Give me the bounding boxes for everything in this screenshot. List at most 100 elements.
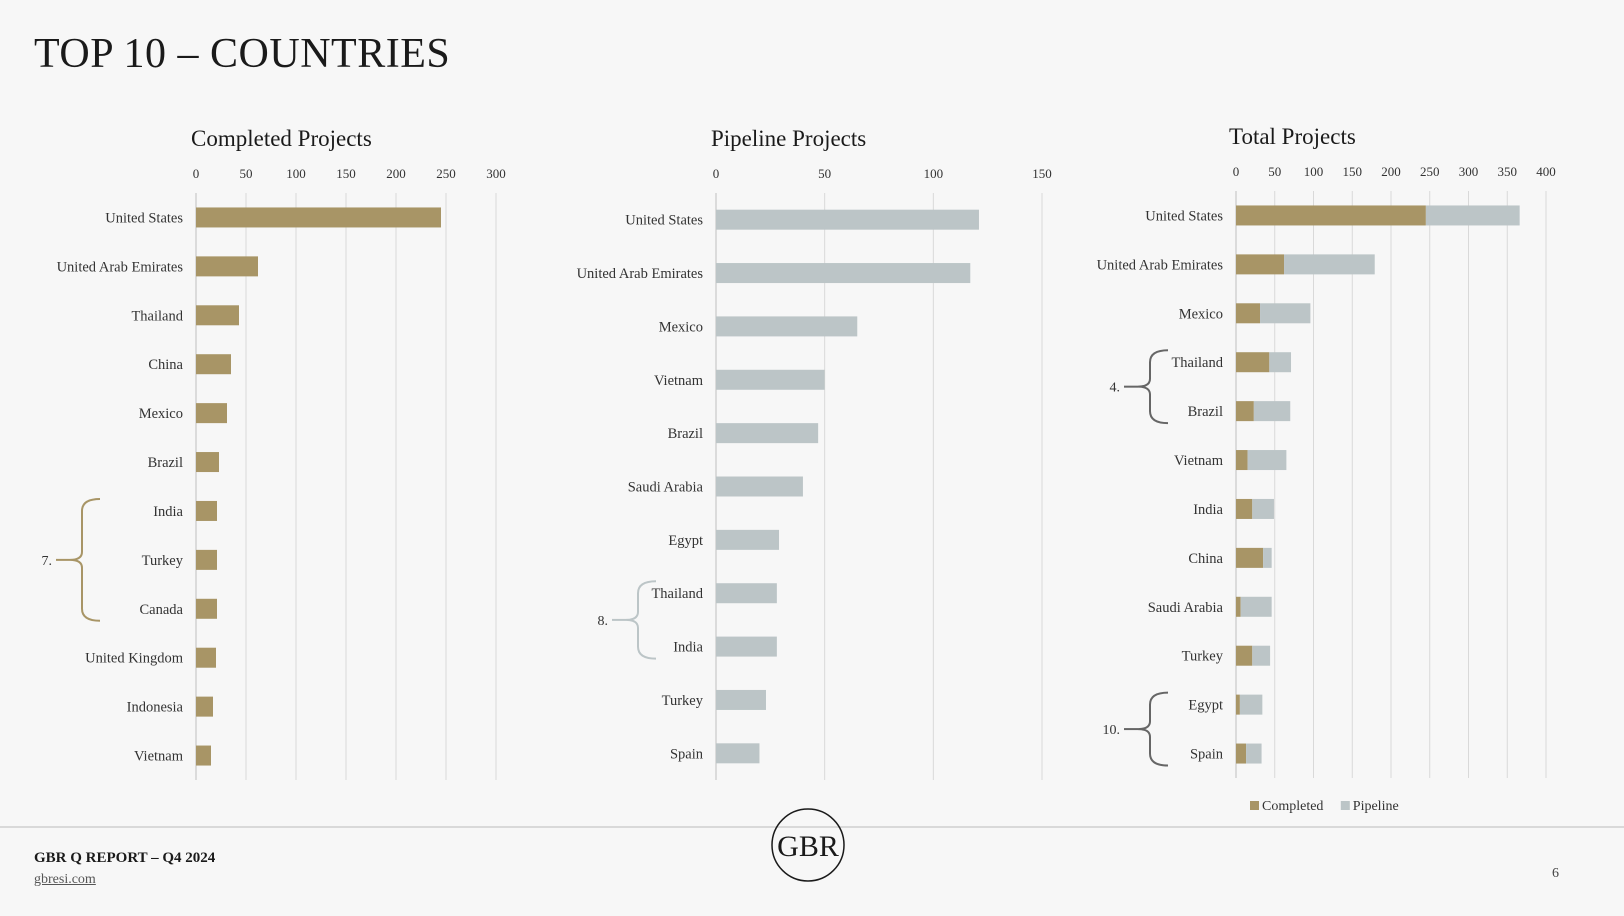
chart-title: Total Projects bbox=[1229, 124, 1356, 149]
bar-value bbox=[716, 316, 858, 337]
footer-divider bbox=[0, 826, 1624, 828]
category-label: United States bbox=[625, 213, 703, 229]
bar-value bbox=[196, 452, 219, 473]
bar-pipeline bbox=[1263, 547, 1272, 568]
category-label: Saudi Arabia bbox=[1148, 600, 1224, 616]
category-label: Thailand bbox=[131, 308, 183, 324]
bar-completed bbox=[1236, 596, 1241, 617]
x-tick-label: 250 bbox=[1420, 164, 1440, 179]
x-tick-label: 100 bbox=[924, 166, 944, 181]
bar-completed bbox=[1236, 254, 1285, 275]
bar-pipeline bbox=[1253, 401, 1291, 422]
category-label: India bbox=[1193, 502, 1223, 518]
gbr-logo: GBR bbox=[771, 808, 845, 882]
bar-value bbox=[716, 209, 979, 230]
category-label: China bbox=[1188, 551, 1223, 567]
bar-value bbox=[196, 305, 239, 326]
category-label: Mexico bbox=[1179, 306, 1223, 322]
group-bracket bbox=[1137, 691, 1169, 767]
category-label: Indonesia bbox=[127, 700, 184, 716]
category-label: United Arab Emirates bbox=[57, 259, 184, 275]
bar-completed bbox=[1236, 352, 1270, 373]
category-label: Thailand bbox=[1171, 355, 1223, 371]
bar-completed bbox=[1236, 498, 1253, 519]
category-label: Egypt bbox=[1188, 698, 1223, 714]
bar-pipeline bbox=[1247, 450, 1287, 471]
group-rank-label: 4. bbox=[1110, 381, 1121, 396]
logo-text: GBR bbox=[777, 830, 839, 863]
bar-completed bbox=[1236, 401, 1254, 422]
bar-value bbox=[196, 598, 217, 619]
bar-value bbox=[716, 263, 971, 284]
category-label: Egypt bbox=[668, 533, 703, 549]
bar-value bbox=[196, 403, 227, 424]
x-tick-label: 0 bbox=[713, 166, 720, 181]
page-title: TOP 10 – COUNTRIES bbox=[34, 31, 451, 77]
category-label: Brazil bbox=[148, 455, 183, 471]
charts-area: Completed Projects 0 50 100 150 200 250 300 Unit… bbox=[42, 124, 1556, 814]
legend-label: Pipeline bbox=[1353, 799, 1399, 814]
x-tick-label: 100 bbox=[1304, 164, 1324, 179]
bar-value bbox=[716, 423, 819, 444]
bar-pipeline bbox=[1246, 743, 1262, 764]
category-label: Turkey bbox=[142, 553, 184, 569]
bar-value bbox=[716, 636, 777, 657]
group-rank-label: 10. bbox=[1103, 723, 1121, 738]
group-rank-label: 8. bbox=[598, 614, 609, 629]
category-label: United Arab Emirates bbox=[577, 266, 704, 282]
bar-value bbox=[716, 743, 760, 764]
x-tick-label: 200 bbox=[386, 166, 406, 181]
bar-completed bbox=[1236, 450, 1248, 471]
bar-value bbox=[716, 583, 777, 604]
bar-value bbox=[196, 256, 258, 277]
legend-label: Completed bbox=[1262, 799, 1323, 814]
bar-pipeline bbox=[1240, 596, 1272, 617]
category-label: Vietnam bbox=[134, 749, 184, 765]
category-label: Brazil bbox=[1188, 404, 1223, 420]
x-tick-label: 250 bbox=[436, 166, 456, 181]
x-tick-label: 350 bbox=[1498, 164, 1518, 179]
legend-swatch bbox=[1340, 801, 1350, 810]
x-tick-label: 150 bbox=[1032, 166, 1052, 181]
legend-swatch bbox=[1250, 801, 1259, 810]
group-bracket bbox=[69, 497, 101, 622]
category-label: Vietnam bbox=[1174, 453, 1224, 469]
bar-completed bbox=[1236, 645, 1253, 666]
bar-value bbox=[196, 549, 217, 570]
x-tick-label: 150 bbox=[1343, 164, 1363, 179]
bar-value bbox=[716, 476, 803, 497]
category-label: United States bbox=[1145, 208, 1223, 224]
bar-value bbox=[716, 369, 825, 390]
x-tick-label: 300 bbox=[486, 166, 506, 181]
bar-pipeline bbox=[1239, 694, 1263, 715]
category-label: Saudi Arabia bbox=[628, 480, 704, 496]
category-label: India bbox=[673, 640, 703, 656]
bar-completed bbox=[1236, 205, 1426, 226]
category-label: United Kingdom bbox=[85, 651, 184, 667]
category-label: Brazil bbox=[668, 426, 703, 442]
category-label: Turkey bbox=[1182, 649, 1224, 665]
x-tick-label: 400 bbox=[1536, 164, 1556, 179]
bar-value bbox=[196, 696, 213, 717]
bar-value bbox=[196, 207, 441, 228]
footer-website-link[interactable]: gbresi.com bbox=[34, 872, 96, 887]
bar-completed bbox=[1236, 743, 1247, 764]
group-rank-label: 7. bbox=[42, 554, 53, 569]
category-label: Canada bbox=[140, 602, 184, 618]
bar-value bbox=[716, 529, 780, 550]
category-label: Spain bbox=[1190, 747, 1224, 763]
category-label: Mexico bbox=[659, 319, 703, 335]
category-label: Mexico bbox=[139, 406, 183, 422]
bar-completed bbox=[1236, 303, 1261, 324]
x-tick-label: 150 bbox=[336, 166, 356, 181]
x-tick-label: 200 bbox=[1381, 164, 1401, 179]
x-tick-label: 50 bbox=[1268, 164, 1281, 179]
x-tick-label: 0 bbox=[193, 166, 200, 181]
group-bracket bbox=[1137, 349, 1169, 425]
page-number: 6 bbox=[1552, 866, 1559, 881]
x-tick-label: 50 bbox=[240, 166, 253, 181]
category-label: Thailand bbox=[651, 586, 703, 602]
bar-value bbox=[196, 500, 217, 521]
category-label: China bbox=[148, 357, 183, 373]
bar-value bbox=[716, 689, 766, 710]
